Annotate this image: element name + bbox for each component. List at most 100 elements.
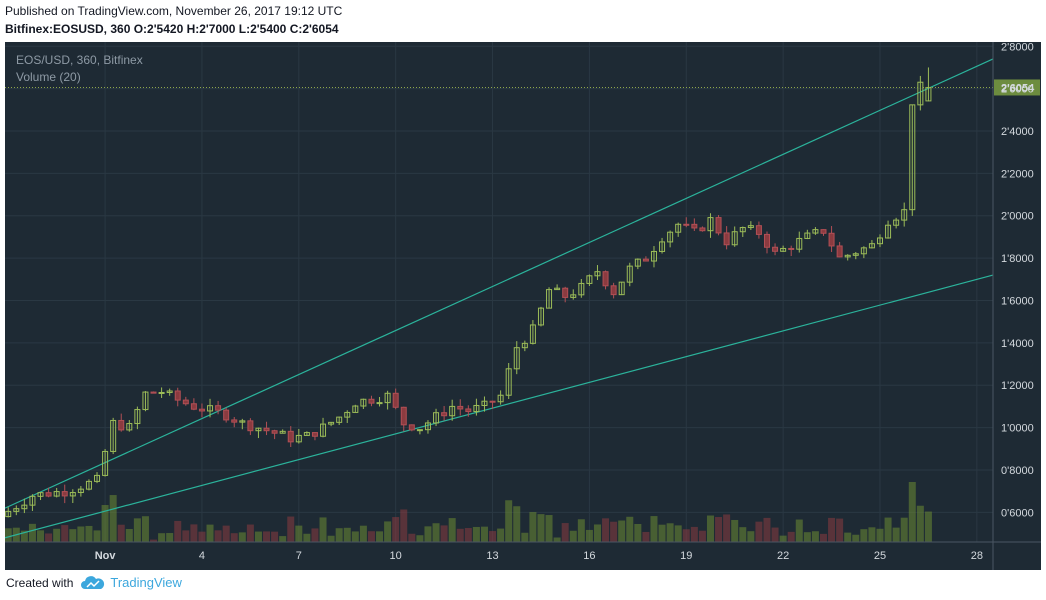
- volume-bar: [214, 530, 222, 542]
- candle-up: [659, 241, 666, 252]
- candle-up: [860, 247, 867, 255]
- volume-bar: [537, 514, 545, 542]
- candle-down: [642, 258, 649, 262]
- candle-up: [909, 104, 916, 211]
- volume-bar: [666, 523, 674, 542]
- volume-bar: [392, 517, 400, 542]
- volume-bar: [650, 516, 658, 542]
- volume-bar: [141, 516, 149, 542]
- candle-up: [868, 243, 875, 249]
- time-tick-label: 28: [971, 550, 983, 562]
- volume-bar: [642, 531, 650, 542]
- candle-up: [780, 247, 787, 252]
- candle-up: [578, 282, 585, 296]
- volume-bar: [489, 531, 497, 542]
- last-price-line: 2'6054: [5, 79, 1040, 96]
- price-tick-label: 2'0000: [1001, 211, 1034, 223]
- candle-down: [683, 223, 690, 226]
- candle-up: [384, 392, 391, 404]
- volume-bar: [303, 533, 311, 542]
- volume-bar: [545, 515, 553, 542]
- volume-bar: [561, 523, 569, 542]
- price-tick-label: 1'0000: [1001, 423, 1034, 435]
- candle-down: [763, 233, 770, 248]
- candle-down: [263, 427, 270, 432]
- candle-up: [279, 430, 286, 434]
- volume-bar: [279, 536, 287, 542]
- legend-volume[interactable]: Volume (20): [16, 70, 81, 84]
- candle-down: [247, 420, 254, 432]
- candle-down: [457, 405, 464, 410]
- candle-up: [925, 86, 932, 102]
- candle-up: [360, 398, 367, 407]
- volume-bar: [876, 528, 884, 542]
- candle-up: [21, 504, 28, 510]
- candle-up: [893, 219, 900, 226]
- last-price-label: 2'6054: [1001, 82, 1035, 94]
- volume-bar: [174, 520, 182, 542]
- volume-bar: [440, 525, 448, 542]
- candle-down: [198, 408, 205, 412]
- candle-up: [796, 237, 803, 250]
- candle-up: [473, 404, 480, 413]
- volume-bar: [513, 506, 521, 542]
- time-tick-label: 7: [296, 550, 302, 562]
- volume-bar: [569, 530, 577, 542]
- candle-up: [37, 492, 44, 497]
- candle-down: [392, 392, 399, 408]
- candles: [5, 67, 932, 518]
- candle-up: [255, 427, 262, 432]
- candle-up: [529, 324, 536, 344]
- candle-down: [368, 398, 375, 404]
- candle-up: [634, 258, 641, 267]
- price-chart[interactable]: 2'6054 0'6000 0'8000 1'0000 1'2000 1'4000 1'6…: [5, 42, 1041, 570]
- candle-up: [352, 405, 359, 413]
- candle-up: [126, 423, 133, 431]
- chart-area[interactable]: 2'6054 0'6000 0'8000 1'0000 1'2000 1'4000 1'6…: [5, 42, 1041, 570]
- volume-bar: [133, 518, 141, 542]
- volume-bar: [222, 525, 230, 542]
- candle-up: [295, 434, 302, 443]
- volume-bar: [706, 515, 714, 542]
- volume-bar: [190, 524, 198, 542]
- candle-down: [231, 419, 238, 423]
- volume-bar: [610, 521, 618, 542]
- volume-bar: [432, 523, 440, 542]
- volume-bar: [852, 534, 860, 542]
- volume-bar: [860, 529, 868, 542]
- trendlines[interactable]: [5, 58, 994, 539]
- price-axis[interactable]: 0'6000 0'8000 1'0000 1'2000 1'4000 1'6000 1'80…: [992, 42, 1034, 570]
- volume-bar: [747, 531, 755, 542]
- volume-bar: [367, 531, 375, 542]
- candle-up: [731, 231, 738, 246]
- created-with-text: Created with: [6, 575, 74, 590]
- candle-up: [747, 225, 754, 229]
- candle-down: [820, 229, 827, 234]
- volume-bar: [376, 531, 384, 542]
- grid: [5, 42, 993, 542]
- candle-down: [287, 430, 294, 443]
- volume-bar: [69, 529, 77, 542]
- candle-up: [85, 480, 92, 490]
- volume-bar: [731, 519, 739, 542]
- volume-bar: [828, 517, 836, 542]
- volume-bar: [723, 514, 731, 542]
- time-axis[interactable]: Nov 4 7 10 13 16 19 22 25 28: [5, 541, 1041, 562]
- volume-bar: [263, 531, 271, 542]
- volume-bar: [682, 529, 690, 542]
- candle-down: [45, 492, 52, 497]
- candle-down: [118, 419, 125, 431]
- volume-bar: [819, 533, 827, 542]
- tradingview-cloud-icon[interactable]: [81, 575, 105, 590]
- volume-bar: [93, 530, 101, 542]
- volume-bars: [5, 482, 932, 542]
- volume-bar: [763, 517, 771, 542]
- candle-down: [465, 408, 472, 413]
- legend-symbol[interactable]: EOS/USD, 360, Bitfinex: [16, 53, 143, 67]
- price-tick-label: 2'6000: [1001, 84, 1034, 96]
- tradingview-brand[interactable]: TradingView: [110, 575, 182, 590]
- price-tick-label: 1'6000: [1001, 295, 1034, 307]
- volume-bar: [182, 530, 190, 542]
- volume-bar: [424, 526, 432, 542]
- volume-bar: [408, 533, 416, 542]
